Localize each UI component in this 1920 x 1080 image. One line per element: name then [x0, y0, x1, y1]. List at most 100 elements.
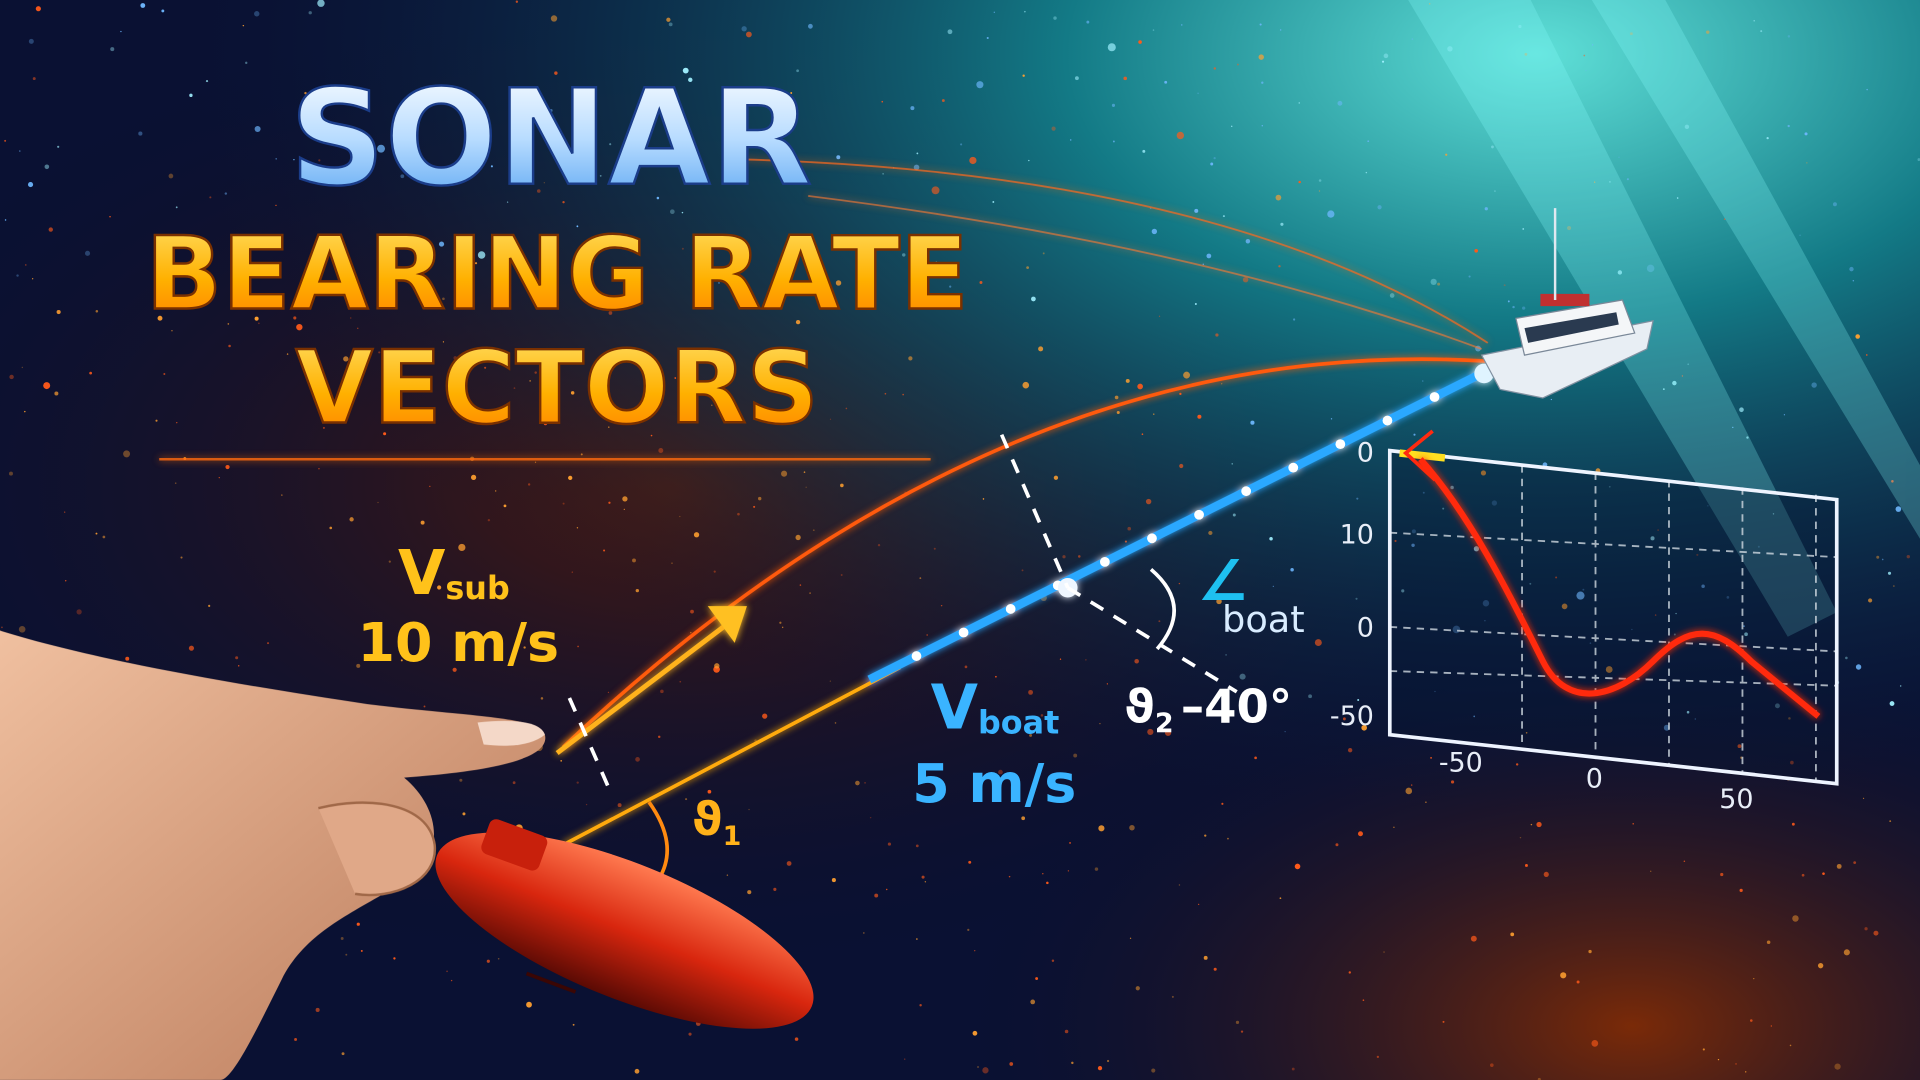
particle: [1766, 136, 1769, 140]
particle: [168, 173, 174, 179]
particle: [935, 261, 938, 264]
v-sub-vector: [555, 616, 737, 756]
particle: [1129, 937, 1132, 940]
particle: [1411, 38, 1414, 40]
particle: [726, 874, 729, 876]
particle: [348, 376, 356, 384]
particle: [576, 527, 579, 529]
particle: [690, 631, 692, 634]
particle: [1799, 234, 1801, 236]
particle: [155, 419, 158, 422]
particle: [1021, 569, 1024, 572]
particle: [176, 421, 178, 424]
particle: [1259, 23, 1262, 26]
particle: [1275, 194, 1282, 201]
submarine: [435, 819, 814, 1029]
particle: [560, 760, 562, 762]
vector-tick-dot: [1147, 533, 1157, 544]
particle: [1293, 318, 1296, 321]
particle: [1021, 816, 1026, 821]
particle: [346, 365, 350, 369]
particle: [1194, 208, 1199, 213]
particle: [1470, 935, 1477, 942]
particle: [666, 17, 671, 22]
particle: [1662, 388, 1665, 391]
particle: [1790, 760, 1794, 765]
particle: [95, 310, 99, 313]
particle: [916, 152, 919, 155]
particle: [1197, 92, 1199, 95]
particle: [926, 634, 928, 636]
particle: [577, 645, 579, 648]
particle: [779, 621, 782, 624]
particle: [120, 30, 122, 33]
particle: [1142, 149, 1146, 153]
particle: [1357, 831, 1363, 837]
particle: [1206, 253, 1212, 259]
vectors: [555, 363, 1494, 847]
particle: [741, 26, 747, 32]
particle: [1194, 302, 1197, 305]
particle: [84, 250, 91, 256]
particle: [977, 1066, 979, 1068]
particle: [1367, 140, 1370, 143]
particle: [25, 264, 27, 266]
particle: [658, 448, 664, 453]
particle: [1073, 753, 1078, 758]
particle: [1749, 1019, 1753, 1022]
particle: [513, 387, 516, 390]
particle: [713, 570, 716, 573]
particle: [592, 261, 595, 264]
particle: [773, 887, 777, 891]
particle: [1720, 872, 1724, 877]
particle: [781, 626, 784, 629]
particle: [512, 781, 516, 785]
particle: [1591, 1040, 1599, 1047]
particle: [527, 483, 531, 486]
particle: [694, 256, 696, 259]
particle: [554, 358, 559, 363]
particle: [536, 189, 541, 193]
particle: [218, 477, 220, 479]
v-sub-value: 10 m/s: [358, 611, 560, 674]
particle: [1806, 162, 1808, 164]
particle: [968, 860, 972, 864]
particle: [1124, 540, 1128, 543]
particle: [1702, 1048, 1705, 1051]
title-line-2: BEARING RATE: [146, 216, 969, 333]
vector-tick-dot: [911, 651, 922, 661]
vector-tick-dot: [1429, 392, 1440, 402]
particle: [1422, 491, 1425, 494]
particle: [89, 371, 93, 375]
particle: [1787, 124, 1790, 128]
particle: [540, 697, 544, 700]
y-tick-label: 0: [1357, 613, 1374, 644]
particle: [1450, 485, 1454, 490]
particle: [400, 266, 409, 275]
particle: [758, 496, 762, 501]
vector-tick-dot: [1241, 486, 1252, 497]
v-boat-label: Vboat: [931, 673, 1060, 744]
particle: [1684, 124, 1690, 130]
particle: [881, 100, 884, 103]
particle: [1876, 555, 1880, 559]
particle: [254, 11, 260, 17]
particle: [1583, 54, 1586, 57]
particle: [1588, 949, 1592, 954]
particle: [1213, 967, 1217, 971]
particle: [1450, 780, 1455, 784]
particle: [1335, 843, 1339, 847]
particle: [1743, 625, 1745, 628]
particle: [48, 227, 53, 232]
particle: [1024, 10, 1026, 13]
particle: [781, 470, 788, 477]
particle: [693, 532, 700, 538]
particle: [1029, 733, 1033, 737]
particle: [1474, 248, 1478, 253]
particle: [1137, 383, 1143, 390]
particle: [1865, 354, 1868, 356]
particle: [1314, 639, 1322, 647]
particle: [1447, 46, 1453, 52]
particle: [1585, 69, 1587, 72]
